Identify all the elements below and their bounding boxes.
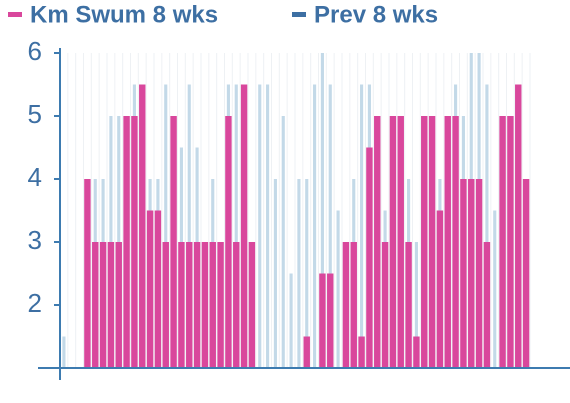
bar: [421, 116, 428, 368]
bar: [131, 116, 138, 368]
bar: [305, 179, 309, 368]
bar: [266, 84, 270, 368]
bar: [319, 273, 326, 368]
bar: [460, 179, 467, 368]
bar: [209, 242, 216, 368]
bar: [193, 242, 201, 368]
bar: [170, 116, 177, 368]
bar: [233, 242, 240, 368]
bar: [483, 242, 491, 368]
bar: [234, 84, 238, 368]
grid: [59, 53, 531, 368]
bar: [405, 242, 412, 368]
bar: [366, 147, 373, 368]
bar: [281, 116, 285, 368]
bar: [350, 242, 357, 368]
bar: [468, 179, 475, 368]
y-tick-label: 5: [28, 99, 42, 129]
bar: [475, 179, 483, 368]
bar: [201, 242, 209, 368]
bar: [381, 242, 389, 368]
bar: [414, 242, 418, 368]
bar: [493, 210, 497, 368]
bar: [154, 210, 162, 368]
bar: [187, 84, 191, 368]
bar: [178, 242, 185, 368]
legend-swatch: [8, 12, 22, 17]
bar: [327, 273, 334, 368]
bar: [123, 116, 130, 368]
bar: [139, 84, 146, 368]
legend-label: Prev 8 wks: [314, 1, 438, 28]
bar: [240, 84, 248, 368]
bar: [374, 116, 381, 368]
bar: [515, 84, 522, 368]
bar: [225, 116, 232, 368]
bar: [273, 179, 277, 368]
bar: [297, 179, 301, 368]
bar: [328, 84, 332, 368]
bar: [342, 242, 350, 368]
bar: [485, 84, 489, 368]
y-tick-label: 6: [28, 36, 42, 66]
bar: [313, 84, 317, 368]
bar: [99, 242, 107, 368]
bar: [62, 336, 66, 368]
bar: [186, 242, 193, 368]
legend-swatch: [292, 12, 306, 17]
bar: [92, 242, 99, 368]
bar: [358, 336, 365, 368]
bar: [217, 242, 224, 368]
bar: [303, 336, 310, 368]
bar: [397, 116, 404, 368]
bar: [499, 116, 506, 368]
bar: [115, 242, 122, 368]
bar: [146, 210, 154, 368]
bars: [62, 53, 530, 368]
bar: [444, 116, 451, 368]
bar: [320, 53, 324, 368]
y-tick-label: 2: [28, 288, 42, 318]
legend-label: Km Swum 8 wks: [30, 1, 218, 28]
bar: [389, 116, 397, 368]
bar: [164, 84, 168, 368]
y-tick-label: 4: [28, 162, 42, 192]
bar: [360, 84, 364, 368]
bar: [428, 116, 436, 368]
bar: [452, 116, 459, 368]
bar: [413, 336, 420, 368]
bar: [162, 242, 169, 368]
bar: [522, 179, 530, 368]
bar: [107, 242, 115, 368]
bar: [436, 210, 444, 368]
bar: [507, 116, 514, 368]
bar: [248, 242, 256, 368]
y-tick-label: 3: [28, 225, 42, 255]
bar: [258, 84, 262, 368]
bar: [84, 179, 91, 368]
bar: [289, 273, 293, 368]
bar: [336, 210, 340, 368]
